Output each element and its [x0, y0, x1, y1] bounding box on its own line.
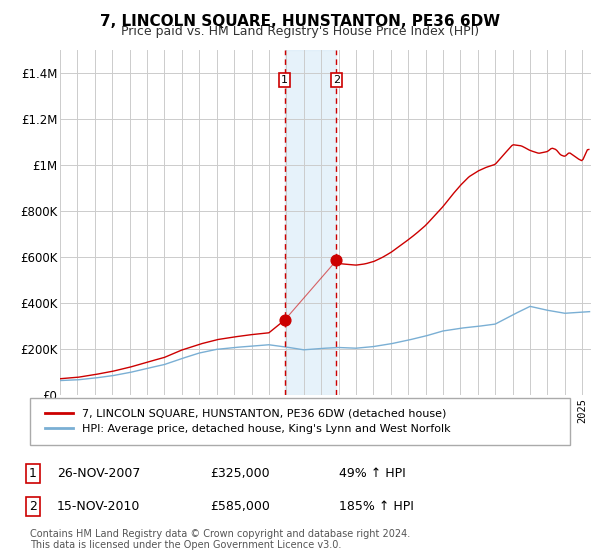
- Text: 26-NOV-2007: 26-NOV-2007: [57, 466, 140, 480]
- Text: 7, LINCOLN SQUARE, HUNSTANTON, PE36 6DW: 7, LINCOLN SQUARE, HUNSTANTON, PE36 6DW: [100, 14, 500, 29]
- Point: [332, 256, 341, 265]
- Text: 1: 1: [281, 75, 288, 85]
- Bar: [284, 50, 337, 395]
- Text: 2: 2: [333, 75, 340, 85]
- Text: Contains HM Land Registry data © Crown copyright and database right 2024.: Contains HM Land Registry data © Crown c…: [30, 529, 410, 539]
- Text: Price paid vs. HM Land Registry's House Price Index (HPI): Price paid vs. HM Land Registry's House …: [121, 25, 479, 38]
- Legend: 7, LINCOLN SQUARE, HUNSTANTON, PE36 6DW (detached house), HPI: Average price, de: 7, LINCOLN SQUARE, HUNSTANTON, PE36 6DW …: [41, 404, 455, 438]
- Text: This data is licensed under the Open Government Licence v3.0.: This data is licensed under the Open Gov…: [30, 540, 341, 550]
- Text: 1: 1: [29, 466, 37, 480]
- Text: 185% ↑ HPI: 185% ↑ HPI: [339, 500, 414, 514]
- FancyBboxPatch shape: [30, 398, 570, 445]
- Text: 15-NOV-2010: 15-NOV-2010: [57, 500, 140, 514]
- Point: [280, 316, 289, 325]
- Text: 2: 2: [29, 500, 37, 514]
- Text: 49% ↑ HPI: 49% ↑ HPI: [339, 466, 406, 480]
- Text: £325,000: £325,000: [210, 466, 269, 480]
- Text: £585,000: £585,000: [210, 500, 270, 514]
